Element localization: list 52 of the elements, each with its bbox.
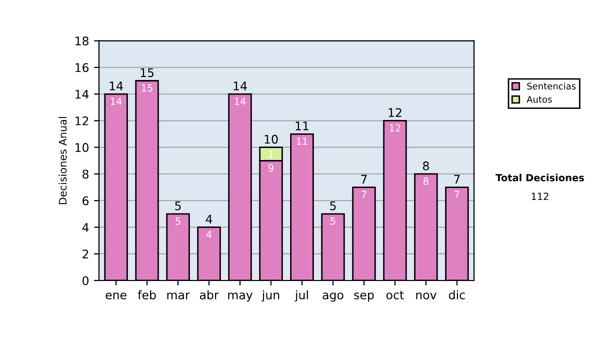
y-tick-label: 0 <box>82 276 88 286</box>
data-label: 1 <box>268 150 274 158</box>
x-tick-label: ago <box>322 292 344 302</box>
y-tick-label: 2 <box>82 250 88 258</box>
total-label: 8 <box>423 161 429 170</box>
data-label: 14 <box>234 98 246 105</box>
y-axis-title: Decisiones Anual <box>58 117 67 204</box>
x-tick-label: ene <box>106 292 126 300</box>
total-label: 7 <box>361 174 367 184</box>
y-tick-label: 18 <box>76 36 88 46</box>
total-label: 14 <box>110 82 123 90</box>
total-label: 10 <box>264 134 278 144</box>
y-tick-label: 16 <box>76 63 89 72</box>
legend-label: Sentencias <box>527 82 576 90</box>
data-label: 4 <box>206 230 212 238</box>
x-tick-label: nov <box>416 292 436 300</box>
text: 112 <box>532 192 548 200</box>
total-label: 12 <box>388 108 402 117</box>
x-tick-label: jun <box>262 290 280 302</box>
data-label: 5 <box>176 218 180 225</box>
legend-label: Autos <box>526 96 552 103</box>
total-label: 5 <box>330 202 336 210</box>
total-label: 5 <box>175 202 181 210</box>
x-tick-label: oct <box>386 290 404 300</box>
x-tick-label: abr <box>200 290 219 300</box>
data-label: 8 <box>424 177 428 185</box>
data-label: 11 <box>296 138 308 145</box>
data-label: 5 <box>330 218 336 225</box>
x-tick-label: mar <box>167 292 190 300</box>
y-tick-label: 6 <box>82 196 89 206</box>
y-tick-label: 8 <box>82 170 88 179</box>
total-label: 7 <box>454 174 460 184</box>
total-label: 4 <box>206 214 212 224</box>
data-label: 12 <box>390 124 400 132</box>
data-label: 15 <box>142 84 152 92</box>
data-label: 7 <box>454 190 460 198</box>
total-label: 15 <box>140 68 154 78</box>
total-label: 11 <box>296 122 308 130</box>
x-tick-label: feb <box>138 290 156 300</box>
data-label: 9 <box>268 164 274 172</box>
x-tick-label: jul <box>294 290 308 302</box>
y-tick-label: 10 <box>76 143 88 152</box>
total-label: 14 <box>234 82 247 90</box>
y-tick-label: 14 <box>76 90 89 99</box>
y-tick-label: 12 <box>76 116 88 126</box>
data-label: 7 <box>362 190 366 198</box>
x-tick-label: dic <box>448 290 465 300</box>
data-label: 14 <box>110 98 122 105</box>
x-tick-label: sep <box>354 292 374 302</box>
y-tick-label: 4 <box>82 223 89 232</box>
text: Total Decisiones <box>496 174 584 182</box>
x-tick-label: may <box>228 292 253 302</box>
